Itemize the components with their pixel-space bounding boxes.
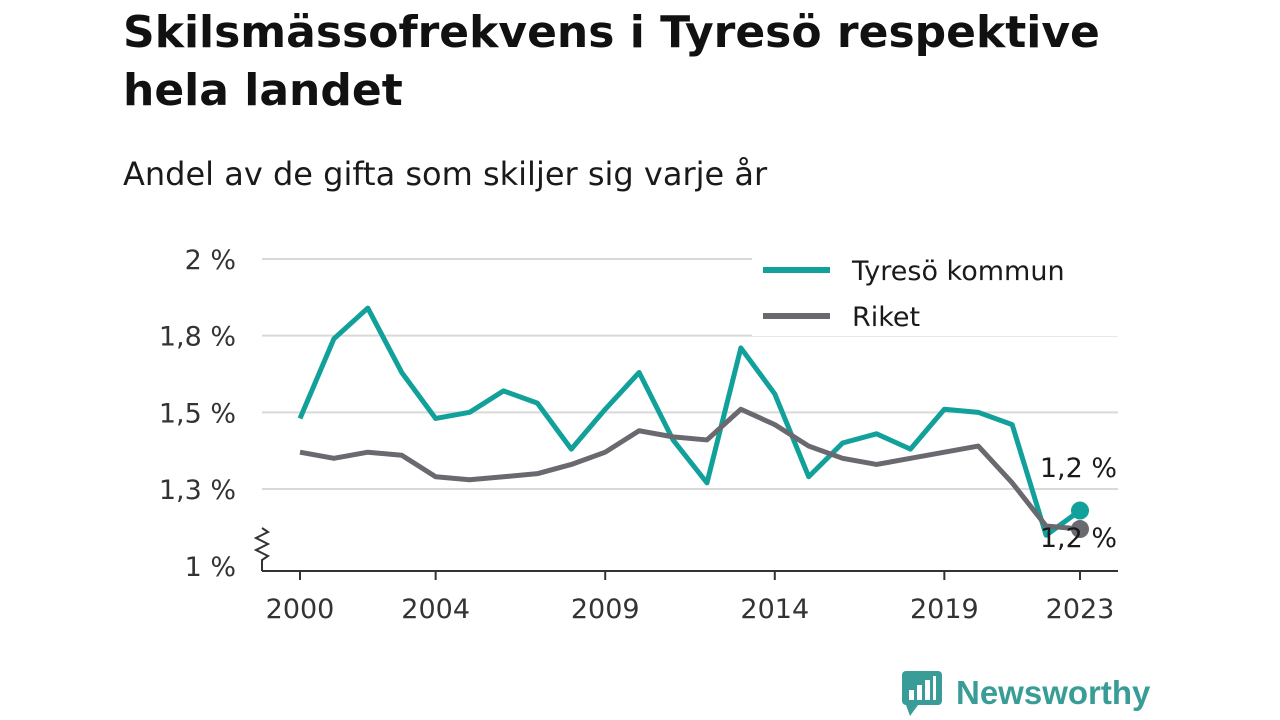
y-tick-label: 2 % [185,245,236,276]
series-lines [297,305,1089,539]
series-line-tyreso [297,305,1082,538]
x-tick-label: 2009 [571,594,640,625]
legend-label: Riket [852,302,920,333]
series-line-riket [299,406,1081,532]
end-value-label: 1,2 % [1040,453,1117,484]
legend: Tyresö kommun Riket [752,244,1118,336]
x-tick-label: 2014 [740,594,809,625]
x-tick-label: 2023 [1046,594,1115,625]
chart-subtitle: Andel av de gifta som skiljer sig varje … [123,155,768,193]
axes: 1 % 1,3 % 1,5 % 1,8 % 2 % 2000 2004 2009 2014 201… [159,245,1118,625]
legend-background [752,244,1118,336]
y-tick-label: 1,5 % [159,398,236,429]
series-endpoint-tyreso [1071,501,1089,520]
end-labels: 1,2 % 1,2 % [1040,453,1117,554]
x-tick-label: 2004 [401,594,470,625]
brand-name: Newsworthy [956,674,1151,711]
newsworthy-brand: Newsworthy [902,668,1150,718]
y-tick-label: 1,8 % [159,322,236,353]
chart-title: Skilsmässofrekvens i Tyresö respektive h… [123,7,1100,116]
x-tick-label: 2000 [266,594,335,625]
end-value-label: 1,2 % [1040,523,1117,554]
y-tick-label: 1 % [185,552,236,583]
newsworthy-logo-icon [902,671,942,716]
legend-label: Tyresö kommun [851,256,1065,287]
axis-break-marker [253,527,271,571]
x-tick-label: 2019 [910,594,979,625]
y-tick-label: 1,3 % [159,475,236,506]
series-endpoint-riket [1071,520,1089,539]
